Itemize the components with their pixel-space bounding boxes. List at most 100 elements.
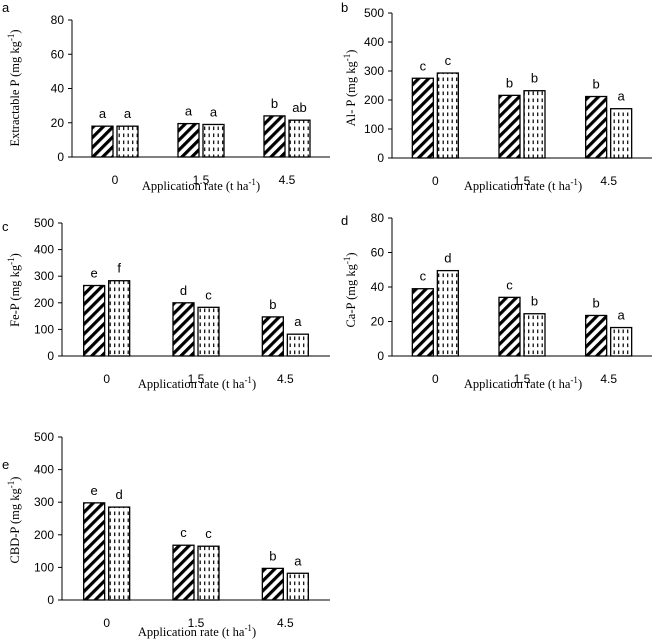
panel-letter: a	[2, 0, 10, 15]
bar-series-2-4.5	[288, 119, 311, 158]
x-tick-label: 1.5	[514, 372, 531, 386]
bar-series-2-0	[108, 506, 131, 601]
y-axis-title-sup: -1	[6, 257, 16, 265]
y-axis-title-close: )	[8, 477, 22, 481]
y-tick-label: 200	[364, 93, 384, 107]
x-tick-label: 4.5	[277, 616, 294, 630]
significance-letter: d	[180, 283, 187, 298]
chart-panel-a: a 0 20 40 60 80 0 a a 1.5 a a 4.5 b ab Application rate…	[2, 0, 330, 193]
y-tick-label: 40	[371, 280, 385, 294]
y-tick-label: 100	[34, 560, 54, 574]
significance-letter: e	[91, 483, 98, 498]
x-axis-title-sup: -1	[248, 177, 256, 187]
x-tick-label: 4.5	[600, 174, 617, 188]
significance-letter: a	[294, 553, 302, 568]
y-tick-label: 400	[34, 463, 54, 477]
bar-series-1-0	[83, 284, 106, 357]
x-axis-title-text: Application rate (t ha	[138, 377, 245, 391]
panel-letter: b	[341, 0, 348, 15]
y-tick-label: 80	[51, 13, 65, 27]
significance-letter: c	[205, 526, 212, 541]
x-axis-title: Application rate (t ha-1)	[142, 177, 260, 193]
significance-letter: b	[593, 77, 600, 92]
significance-letter: d	[444, 251, 451, 266]
chart-panel-b: b 0 100 200 300 400 500 0 c c 1.5 b b 4.5 b a Applicatio…	[341, 0, 652, 193]
bar-series-1-0	[411, 77, 434, 159]
significance-letter: a	[210, 104, 218, 119]
bar-series-2-0	[436, 269, 459, 357]
significance-letter: a	[99, 106, 107, 121]
y-tick-label: 0	[57, 150, 64, 164]
bar-series-2-0	[436, 72, 459, 159]
bar-series-1-0	[83, 502, 106, 601]
x-axis-title-text: Application rate (t ha	[138, 625, 245, 639]
y-axis-title-text: Al- P (mg kg	[344, 61, 358, 127]
y-tick-label: 60	[51, 47, 65, 61]
y-tick-label: 60	[371, 246, 385, 260]
bar-series-1-4.5	[261, 316, 284, 357]
bar-series-1-1.5	[498, 94, 521, 159]
bar-series-2-1.5	[523, 313, 546, 357]
y-axis-title-text: CBD-P (mg kg	[8, 487, 22, 563]
bar-series-2-1.5	[197, 545, 220, 601]
y-tick-label: 300	[34, 495, 54, 509]
significance-letter: a	[185, 104, 193, 119]
y-axis-title-close: )	[8, 253, 22, 257]
significance-letter: a	[618, 89, 626, 104]
y-axis-title-text: Fe-P (mg kg	[8, 264, 22, 327]
significance-letter: c	[205, 287, 212, 302]
bar-series-2-4.5	[286, 572, 309, 601]
x-axis-title: Application rate (t ha-1)	[464, 177, 582, 193]
bar-series-2-1.5	[202, 123, 225, 158]
x-tick-label: 1.5	[188, 616, 205, 630]
y-tick-label: 0	[377, 349, 384, 363]
significance-letter: b	[271, 96, 278, 111]
x-axis-title-text: Application rate (t ha	[464, 377, 571, 391]
x-tick-label: 1.5	[514, 174, 531, 188]
significance-letter: a	[618, 308, 626, 323]
bar-series-1-4.5	[263, 115, 286, 158]
x-axis-title-sup: -1	[244, 623, 252, 633]
bar-series-1-1.5	[498, 296, 521, 357]
x-tick-label: 0	[103, 616, 110, 630]
y-axis-title-sup: -1	[6, 34, 16, 42]
significance-letter: a	[124, 106, 132, 121]
bar-series-1-4.5	[261, 567, 284, 601]
x-axis-title-text: Application rate (t ha	[142, 179, 249, 193]
bar-series-2-1.5	[523, 90, 546, 159]
x-tick-label: 0	[103, 372, 110, 386]
x-axis-title-close: )	[252, 625, 256, 639]
significance-letter: c	[180, 525, 187, 540]
significance-letter: c	[445, 53, 452, 68]
y-axis-title-sup: -1	[6, 481, 16, 489]
y-tick-label: 80	[371, 211, 385, 225]
x-axis-title-close: )	[578, 377, 582, 391]
x-tick-label: 0	[432, 174, 439, 188]
x-tick-label: 1.5	[193, 173, 210, 187]
y-tick-label: 400	[34, 243, 54, 257]
bar-series-2-4.5	[286, 333, 309, 357]
significance-letter: b	[269, 297, 276, 312]
bar-series-1-0	[91, 125, 114, 158]
x-tick-label: 0	[432, 372, 439, 386]
x-axis-title-sup: -1	[244, 375, 252, 385]
y-axis-title-sup: -1	[342, 54, 352, 62]
x-axis-title-close: )	[578, 179, 582, 193]
chart-panel-c: c 0 100 200 300 400 500 0 e f 1.5 d c 4.5 b a Applicatio…	[2, 216, 330, 391]
bar-series-2-4.5	[610, 326, 633, 357]
bar-series-1-1.5	[172, 544, 195, 601]
x-axis-title-sup: -1	[570, 177, 578, 187]
y-tick-label: 400	[364, 35, 384, 49]
y-axis-title-text: Ca-P (mg kg	[344, 263, 358, 327]
significance-letter: ab	[292, 100, 306, 115]
bar-series-2-0	[108, 280, 131, 357]
significance-letter: e	[91, 266, 98, 281]
y-tick-label: 0	[47, 349, 54, 363]
x-tick-label: 1.5	[188, 372, 205, 386]
bar-series-2-0	[116, 125, 139, 158]
panel-letter: c	[2, 219, 9, 234]
significance-letter: a	[294, 314, 302, 329]
y-tick-label: 300	[34, 269, 54, 283]
significance-letter: b	[531, 294, 538, 309]
